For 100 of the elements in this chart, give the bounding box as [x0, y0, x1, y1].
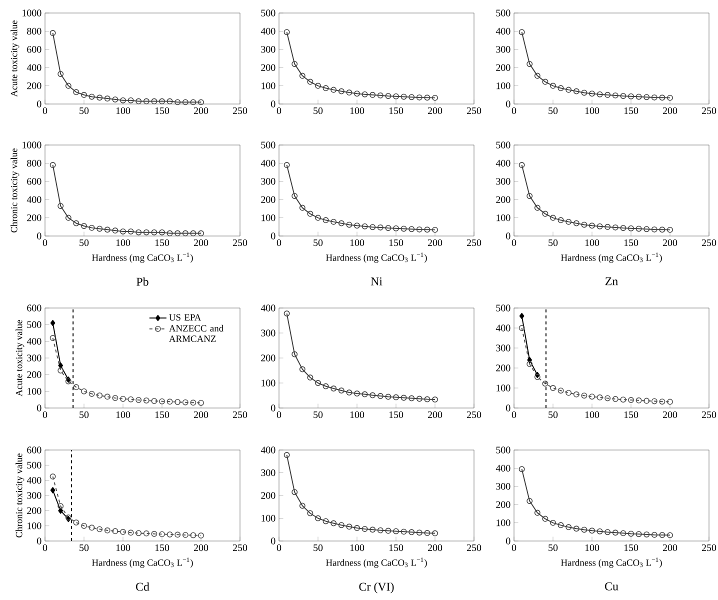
point — [73, 220, 80, 226]
point — [651, 94, 658, 100]
y-tick-label: 400 — [496, 324, 510, 332]
point — [620, 225, 626, 231]
point — [628, 225, 634, 232]
point — [166, 230, 173, 236]
y-tick-label: 300 — [261, 330, 276, 336]
x-tick-label: 50 — [80, 107, 89, 114]
x-tick-label: 0 — [276, 544, 282, 552]
x-tick-label: 100 — [116, 411, 130, 418]
y-tick-label: 400 — [26, 64, 42, 71]
point — [58, 508, 64, 514]
y-tick-label: 200 — [496, 64, 510, 71]
point — [112, 228, 118, 234]
y-tick-label: 0 — [37, 100, 42, 108]
point — [81, 92, 87, 98]
y-tick-label: 100 — [496, 82, 510, 90]
x-tick-label: 150 — [624, 544, 638, 552]
point — [354, 390, 360, 396]
x-tick-label: 200 — [428, 544, 442, 552]
point — [558, 217, 564, 224]
point — [519, 312, 524, 320]
x-tick-label: 200 — [194, 544, 208, 552]
point — [534, 72, 540, 79]
x-tick-label: 150 — [155, 544, 170, 552]
point — [377, 92, 384, 98]
point — [550, 214, 556, 221]
y-tick-label: 0 — [37, 232, 42, 240]
point — [58, 202, 64, 209]
point — [315, 380, 321, 386]
y-tick-label: 0 — [506, 100, 510, 108]
point — [644, 398, 650, 404]
point — [338, 522, 344, 528]
point — [659, 94, 666, 101]
point — [338, 220, 344, 226]
y-tick-label: 200 — [496, 501, 510, 508]
point — [636, 531, 642, 538]
point — [596, 394, 603, 400]
x-tick-label: 200 — [428, 239, 442, 246]
point — [292, 192, 298, 199]
point — [198, 400, 204, 406]
x-tick-label: 250 — [232, 107, 248, 114]
point — [400, 226, 407, 232]
point — [550, 385, 556, 391]
y-tick-label: 400 — [26, 476, 42, 484]
text: Cr (VI) — [359, 582, 394, 594]
point — [159, 398, 165, 404]
x-tick-label: 200 — [662, 411, 678, 418]
point — [198, 532, 204, 539]
point — [550, 82, 556, 89]
point — [50, 487, 56, 494]
point — [651, 226, 658, 232]
x-tick-label: 250 — [702, 544, 716, 552]
x-tick-label: 100 — [116, 239, 130, 246]
y-tick-label: 500 — [496, 10, 510, 16]
point — [112, 96, 118, 102]
y-tick-label: 100 — [496, 384, 510, 392]
y-axis-title: Acute toxicity value — [16, 320, 24, 396]
y-tick-label: 300 — [496, 46, 510, 53]
x-tick-label: 50 — [314, 544, 323, 552]
point — [604, 529, 611, 536]
point — [112, 395, 118, 401]
point — [566, 218, 572, 225]
y-tick-label: 200 — [27, 82, 42, 90]
point — [424, 396, 430, 402]
y-tick-label: 400 — [26, 338, 42, 345]
point — [573, 220, 580, 226]
point — [104, 394, 110, 400]
y-tick-label: 200 — [261, 196, 276, 203]
point — [136, 530, 142, 536]
y-tick-label: 400 — [496, 28, 510, 35]
y-tick-label: 300 — [261, 178, 276, 185]
point — [377, 393, 384, 399]
x-tick-label: 150 — [155, 239, 170, 246]
point — [354, 90, 360, 97]
point — [393, 225, 399, 232]
point — [120, 97, 126, 104]
point — [581, 90, 588, 96]
y-tick-label: 300 — [496, 483, 510, 490]
x-tick-label: 250 — [702, 239, 716, 246]
y-tick-label: 0 — [271, 100, 276, 108]
point — [143, 530, 150, 536]
x-tick-label: 0 — [512, 411, 516, 418]
point — [370, 224, 376, 230]
point — [416, 530, 422, 536]
point — [330, 386, 337, 392]
point — [612, 396, 618, 402]
y-tick-label: 400 — [260, 304, 276, 312]
y-tick-label: 300 — [496, 178, 510, 185]
y-tick-label: 500 — [496, 304, 510, 312]
y-tick-label: 300 — [261, 469, 276, 476]
point — [354, 525, 360, 532]
x-tick-label: 100 — [350, 239, 364, 246]
point — [589, 394, 595, 400]
text: Zn — [605, 277, 618, 286]
point — [292, 489, 298, 496]
x-tick-label: 150 — [389, 107, 404, 114]
point — [143, 98, 150, 104]
point — [159, 531, 165, 538]
point — [393, 528, 399, 534]
